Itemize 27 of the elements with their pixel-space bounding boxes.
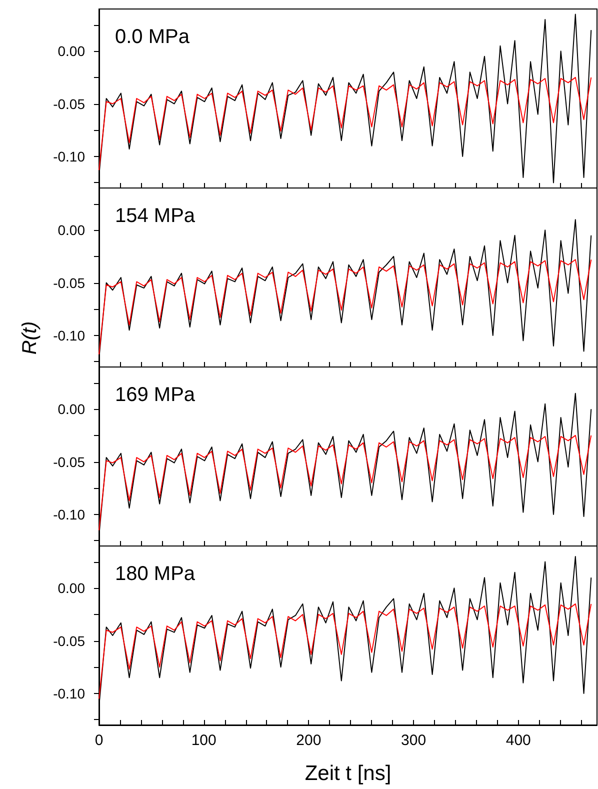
y-tick-label: -0.10 (53, 506, 86, 522)
line-series (98, 76, 592, 171)
x-tick-label: 300 (401, 732, 426, 749)
y-tick-label: 0.00 (58, 580, 86, 596)
y-tick-label: -0.05 (53, 274, 86, 291)
y-tick-label: -0.05 (53, 454, 86, 470)
y-tick-label: 0.00 (58, 43, 86, 60)
line-series (98, 259, 592, 355)
y-tick-label: -0.05 (53, 632, 86, 649)
text: 180 MPa (115, 563, 196, 585)
x-tick-label: 200 (296, 732, 322, 749)
x-tick-label: 100 (191, 732, 216, 749)
x-axis-title: Zeit t [ns] (304, 762, 392, 785)
y-tick-label: -0.05 (53, 96, 86, 112)
text: 154 MPa (115, 205, 196, 227)
y-axis-title: R(t) (19, 321, 41, 355)
line-series (98, 434, 592, 531)
y-tick-label: 0.00 (58, 222, 86, 238)
y-tick-label: 0.00 (58, 401, 86, 418)
y-tick-label: -0.10 (53, 327, 86, 344)
x-tick-label: 400 (506, 732, 531, 749)
line-series (98, 603, 592, 700)
text: 169 MPa (115, 384, 196, 406)
x-tick-label: 0 (94, 732, 104, 749)
y-tick-label: -0.10 (53, 685, 86, 702)
y-tick-label: -0.10 (53, 148, 86, 164)
text: 0.0 MPa (115, 26, 190, 48)
